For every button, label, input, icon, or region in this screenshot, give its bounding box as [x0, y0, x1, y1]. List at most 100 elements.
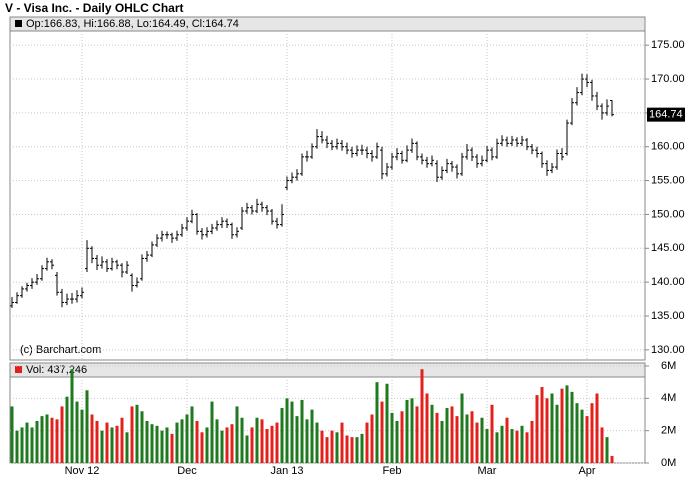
volume-bar [230, 424, 234, 463]
volume-bar [405, 399, 409, 463]
volume-bar [220, 430, 224, 463]
volume-bar [80, 409, 84, 463]
volume-bar [95, 420, 99, 463]
volume-bar [55, 419, 59, 463]
volume-bar [525, 432, 529, 463]
last-price-label: 164.74 [649, 109, 683, 121]
volume-bar [520, 425, 524, 463]
volume-bar [360, 433, 364, 463]
watermark: (c) Barchart.com [20, 344, 101, 356]
volume-bar [475, 422, 479, 463]
y-tick-label: 135.00 [651, 310, 685, 322]
volume-bar [445, 408, 449, 463]
volume-bar [110, 427, 114, 463]
volume-bar [580, 409, 584, 463]
volume-bar [105, 422, 109, 463]
volume-bar [570, 391, 574, 463]
volume-bar [485, 429, 489, 463]
y-tick-label: 6M [661, 360, 676, 372]
volume-bar [310, 409, 314, 463]
volume-bar [605, 437, 609, 463]
volume-bar [595, 393, 599, 463]
volume-bar [235, 406, 239, 463]
volume-bar [250, 427, 254, 463]
y-tick-label: 175.00 [651, 39, 685, 51]
volume-bar [185, 414, 189, 463]
volume-bar [100, 430, 104, 463]
volume-bar [395, 420, 399, 463]
volume-bar [425, 393, 429, 463]
volume-bar [215, 419, 219, 463]
volume-bar [370, 414, 374, 463]
volume-bar [380, 401, 384, 463]
volume-bar [560, 388, 564, 463]
x-tick-label: Feb [383, 465, 402, 477]
volume-bar [160, 430, 164, 463]
volume-bar [530, 420, 534, 463]
volume-bar [470, 411, 474, 463]
volume-bar [490, 404, 494, 463]
volume-bar [495, 432, 499, 463]
volume-bar [85, 390, 89, 463]
price-header [9, 16, 646, 32]
volume-bar [240, 417, 244, 463]
volume-bar [50, 417, 54, 463]
volume-bar [610, 455, 614, 463]
x-tick-label: Jan 13 [270, 465, 303, 477]
volume-bar [460, 393, 464, 463]
volume-bar [140, 411, 144, 463]
volume-bar [205, 427, 209, 463]
volume-bar [505, 417, 509, 463]
volume-bar [125, 432, 129, 463]
volume-bar [180, 419, 184, 463]
volume-bar [450, 406, 454, 463]
volume-bar [115, 425, 119, 463]
volume-bar [355, 437, 359, 463]
volume-bar [30, 427, 34, 463]
volume-bar [315, 422, 319, 463]
volume-bar [365, 422, 369, 463]
volume-bar [245, 435, 249, 463]
volume-bar [265, 429, 269, 463]
volume-bar [35, 420, 39, 463]
volume-bar [585, 416, 589, 463]
volume-bar [345, 435, 349, 463]
volume-bar [410, 398, 414, 463]
volume-bar [320, 430, 324, 463]
volume-bar [350, 437, 354, 463]
price-legend: Op:166.83, Hi:166.88, Lo:164.49, Cl:164.… [26, 18, 239, 30]
volume-bar [290, 401, 294, 463]
volume-bar [280, 408, 284, 463]
volume-bar [465, 414, 469, 463]
price-panel [9, 16, 646, 361]
volume-bar [70, 369, 74, 463]
volume-bar [75, 401, 79, 463]
volume-bar [600, 427, 604, 463]
volume-bar [325, 437, 329, 463]
volume-bar [60, 406, 64, 463]
x-tick-label: Dec [177, 465, 197, 477]
volume-bar [415, 406, 419, 463]
volume-bar [545, 398, 549, 463]
volume-bar [40, 416, 44, 463]
x-tick-label: Nov 12 [65, 465, 100, 477]
volume-bar [430, 404, 434, 463]
volume-bar [385, 383, 389, 463]
volume-bar [210, 401, 214, 463]
y-tick-label: 155.00 [651, 174, 685, 186]
y-tick-label: 160.00 [651, 141, 685, 153]
volume-bar [135, 404, 139, 463]
volume-bar [195, 420, 199, 463]
volume-bar [260, 419, 264, 463]
volume-bar [200, 432, 204, 463]
volume-bar [455, 416, 459, 463]
price-legend-swatch [15, 20, 22, 27]
volume-bar [500, 425, 504, 463]
x-tick-label: Mar [478, 465, 497, 477]
volume-bar [15, 430, 19, 463]
volume-bar [10, 406, 14, 463]
volume-header [9, 362, 646, 378]
volume-bar [300, 399, 304, 463]
volume-bar [145, 420, 149, 463]
y-tick-label: 0M [661, 457, 676, 469]
